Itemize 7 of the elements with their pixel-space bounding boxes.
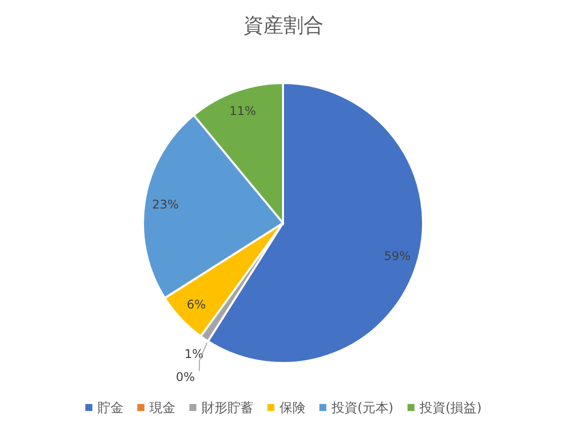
legend-label: 財形貯蓄 bbox=[201, 401, 254, 416]
legend-label: 投資(元本) bbox=[330, 401, 394, 416]
legend-label: 現金 bbox=[149, 401, 176, 416]
title: 資産割合 bbox=[244, 13, 324, 37]
legend-label: 保険 bbox=[279, 401, 306, 416]
legend-label: 貯金 bbox=[97, 401, 124, 416]
legend-label: 投資(損益) bbox=[418, 401, 482, 416]
